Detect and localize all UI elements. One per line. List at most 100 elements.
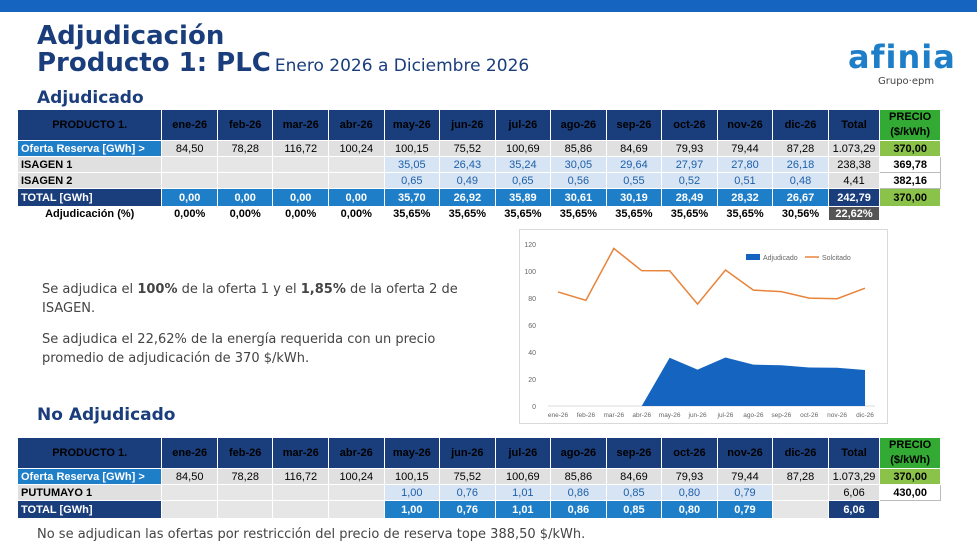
data-cell: 27,97: [661, 156, 718, 173]
data-cell: 0,85: [605, 484, 663, 501]
total-sum-cell: 242,79: [827, 188, 881, 207]
data-cell: 79,93: [661, 468, 718, 485]
price-cell: 369,78: [879, 156, 941, 173]
data-cell: 75,52: [439, 468, 496, 485]
price-header-line: PRECIO: [889, 111, 932, 123]
section-no-adjudicado-title: No Adjudicado: [37, 405, 176, 425]
chart-svg: 0 20 40 60 80 100 120 ene-26 feb-26 mar-26 abr-26 m…: [524, 242, 875, 419]
percent-cell: 0,00%: [216, 206, 274, 221]
data-cell: 85,86: [550, 140, 607, 157]
data-cell: 29,64: [605, 156, 663, 173]
product-name: Producto 1: PLC: [37, 48, 271, 78]
row-total-cell: 1.073,29: [827, 140, 881, 157]
col-header-total: Total: [827, 109, 881, 141]
price-cell: 430,00: [879, 484, 941, 501]
percent-row: Adjudicación (%) 0,00% 0,00% 0,00% 0,00% 35,6…: [16, 206, 941, 221]
col-header-month: feb-26: [216, 437, 274, 469]
price-header-line: PRECIO: [889, 439, 932, 451]
col-header-month: sep-26: [605, 437, 663, 469]
legend-label-adjudicado: Adjudicado: [763, 255, 798, 262]
total-cell: [161, 500, 218, 519]
col-header-month: ene-26: [161, 109, 218, 141]
col-header-month: nov-26: [716, 437, 774, 469]
top-bar: [0, 0, 977, 12]
data-cell: 87,28: [772, 468, 829, 485]
data-cell: [272, 172, 329, 189]
percent-cell: 30,56%: [772, 206, 829, 221]
data-cell: 0,79: [716, 484, 774, 501]
percent-total-cell: 22,62%: [827, 206, 881, 221]
x-tick-label: ago-26: [743, 412, 764, 419]
data-cell: 27,80: [716, 156, 774, 173]
total-cell: [216, 500, 274, 519]
x-tick-label: ene-26: [548, 412, 569, 419]
y-tick-label: 60: [528, 323, 536, 330]
table-row: Oferta Reserva [GWh] >84,50 78,28 116,72 10…: [16, 140, 941, 157]
total-row: TOTAL [GWh] 0,00 0,00 0,00 0,00 35,70 26,92 35,…: [16, 188, 941, 207]
row-total-cell: 1.073,29: [827, 468, 881, 485]
data-cell: [161, 156, 218, 173]
col-header-month: mar-26: [272, 437, 329, 469]
page-title: Adjudicación: [37, 21, 225, 51]
percent-cell: 35,65%: [383, 206, 441, 221]
col-header-month: dic-26: [772, 437, 829, 469]
adjudicado-area: [558, 357, 865, 406]
data-cell: 78,28: [216, 468, 274, 485]
total-cell: [328, 500, 385, 519]
y-tick-label: 20: [528, 377, 536, 384]
row-total-cell: 6,06: [827, 484, 881, 501]
data-cell: [272, 156, 329, 173]
row-label: PUTUMAYO 1: [16, 484, 163, 501]
total-row-label: TOTAL [GWh]: [16, 188, 163, 207]
empty-cell: [879, 500, 941, 519]
summary-highlight: 100%: [137, 282, 178, 297]
col-header-product: PRODUCTO 1.: [16, 109, 163, 141]
table-row: ISAGEN 2 0,65 0,49 0,65 0,56 0,55 0,52 0,51 0,48…: [16, 172, 941, 189]
col-header-month: sep-26: [605, 109, 663, 141]
total-cell: 26,92: [439, 188, 496, 207]
page-subtitle: Producto 1: PLC Enero 2026 a Diciembre 20…: [37, 48, 529, 81]
col-header-month: ago-26: [550, 437, 607, 469]
col-header-month: oct-26: [661, 109, 718, 141]
total-cell: [272, 500, 329, 519]
total-cell: 0,00: [161, 188, 218, 207]
summary-paragraph-1: Se adjudica el 100% de la oferta 1 y el …: [42, 280, 462, 318]
total-cell: 0,00: [216, 188, 274, 207]
col-header-month: oct-26: [661, 437, 718, 469]
percent-cell: 0,00%: [328, 206, 385, 221]
data-cell: 0,51: [716, 172, 774, 189]
data-cell: 79,44: [716, 468, 774, 485]
col-header-month: dic-26: [772, 109, 829, 141]
data-cell: 100,15: [383, 468, 441, 485]
data-cell: 26,43: [439, 156, 496, 173]
percent-cell: 0,00%: [272, 206, 329, 221]
data-cell: 30,05: [550, 156, 607, 173]
x-tick-label: abr-26: [632, 412, 651, 419]
data-cell: [161, 484, 218, 501]
total-cell: 1,00: [383, 500, 441, 519]
data-cell: 0,52: [661, 172, 718, 189]
data-cell: [216, 172, 274, 189]
footer-note: No se adjudican las ofertas por restricc…: [37, 527, 586, 542]
data-cell: [328, 156, 385, 173]
col-header-month: ene-26: [161, 437, 218, 469]
x-tick-label: sep-26: [771, 412, 791, 419]
x-tick-label: may-26: [659, 412, 681, 419]
percent-row-label: Adjudicación (%): [16, 206, 163, 221]
summary-text: de la oferta 1 y el: [177, 282, 301, 297]
col-header-month: ago-26: [550, 109, 607, 141]
empty-cell: [879, 206, 941, 221]
total-cell: 35,70: [383, 188, 441, 207]
data-cell: 84,50: [161, 468, 218, 485]
period-label: Enero 2026 a Diciembre 2026: [274, 56, 530, 76]
table-row: ISAGEN 1 35,05 26,43 35,24 30,05 29,64 27,97 27…: [16, 156, 941, 173]
y-tick-label: 0: [532, 404, 536, 411]
row-label: ISAGEN 1: [16, 156, 163, 173]
data-cell: 35,05: [383, 156, 441, 173]
total-cell: 1,01: [494, 500, 552, 519]
col-header-month: mar-26: [272, 109, 329, 141]
logo-group: Grupo·epm: [878, 76, 935, 87]
data-cell: 79,93: [661, 140, 718, 157]
price-cell: 370,00: [879, 140, 941, 157]
